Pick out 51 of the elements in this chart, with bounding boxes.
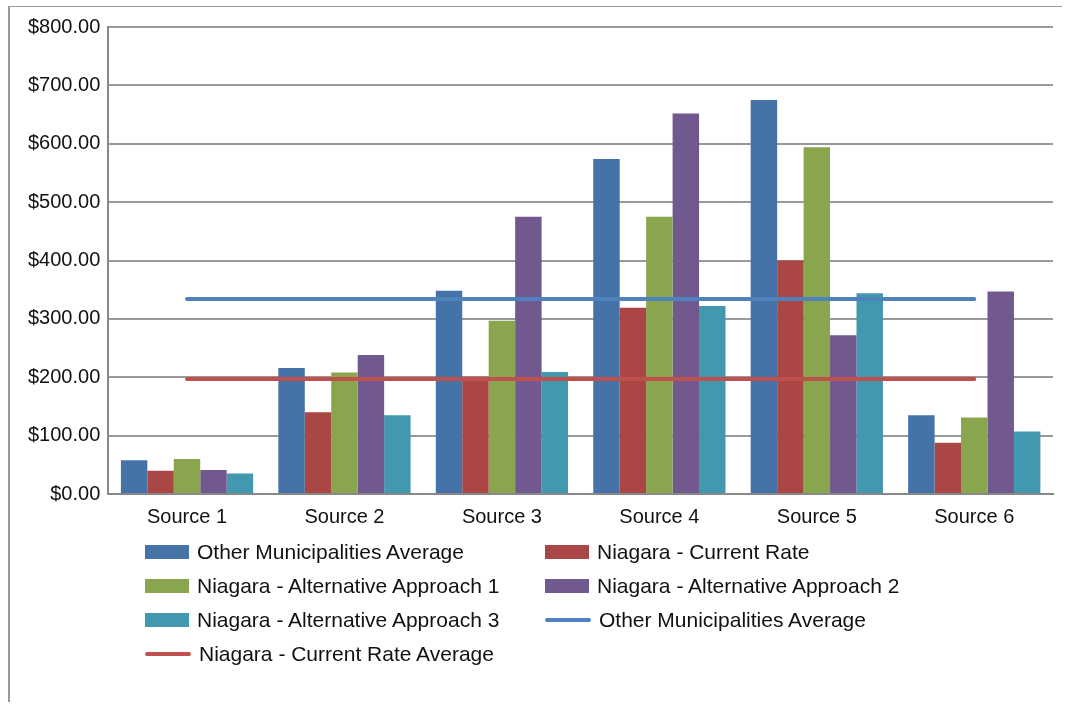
bar [830,335,857,493]
bar [120,460,148,493]
y-tick-label: $0.00 [50,481,101,504]
bar [515,216,542,493]
legend-label: Niagara - Alternative Approach 3 [197,608,500,632]
x-tick-label: Source 3 [461,504,542,527]
bar [541,372,569,493]
bar [619,307,647,493]
bar [278,367,305,493]
bar [384,415,411,493]
bar [777,260,804,493]
bar [646,216,673,493]
y-tick-label: $100.00 [28,423,101,446]
x-tick-label: Source 2 [304,504,385,527]
legend-label: Niagara - Current Rate [597,540,810,564]
bar [856,293,883,493]
bar [357,355,385,493]
bar [173,458,201,493]
x-tick-label: Source 6 [934,504,1015,527]
bar [908,415,935,493]
bar [593,158,620,493]
bar [803,147,831,493]
y-tick-label: $400.00 [28,248,101,271]
bar [200,470,227,493]
bar [226,473,254,493]
bar [961,417,988,493]
bar [147,470,174,493]
y-tick-label: $600.00 [28,131,101,154]
bar [934,442,962,493]
y-tick-label: $300.00 [28,306,101,329]
y-tick-label: $200.00 [28,364,101,387]
bar [435,290,463,493]
legend-label: Niagara - Alternative Approach 1 [197,574,500,598]
legend-label: Niagara - Alternative Approach 2 [597,574,900,598]
legend-label: Niagara - Current Rate Average [199,642,494,666]
y-tick-label: $800.00 [28,14,101,37]
bar [750,99,778,493]
bar [331,372,358,493]
x-tick-label: Source 5 [776,504,857,527]
bar [1013,431,1041,493]
bar [987,291,1014,493]
legend-label: Other Municipalities Average [197,540,464,564]
legend-label: Other Municipalities Average [599,608,866,632]
bar [488,320,516,493]
bar [672,113,700,493]
bar [699,306,726,493]
x-tick-label: Source 1 [146,504,228,527]
y-tick-label: $500.00 [28,189,101,212]
y-tick-label: $700.00 [28,72,101,95]
x-tick-label: Source 4 [619,504,700,527]
bar [304,412,332,493]
